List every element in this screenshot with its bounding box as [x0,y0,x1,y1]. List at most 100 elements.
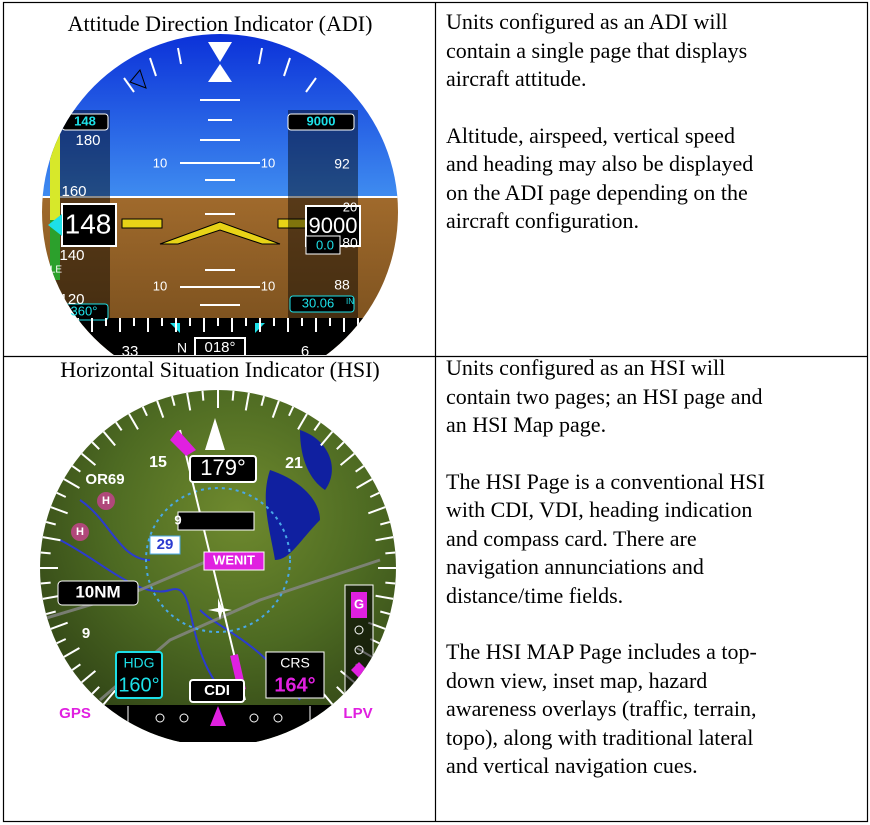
instrument-label: 179° [200,455,246,480]
cell-text: Units configured as an ADI will contain a… [446,8,866,264]
text-line: Altitude, airspeed, vertical speed [446,122,735,148]
text-line: and vertical navigation cues. [446,753,698,778]
instrument-label: 9000 [309,213,358,238]
text-line: Units configured as an HSI will [446,355,726,380]
instrument-label: 9 [82,625,90,642]
compass-tick [141,406,148,417]
compass-tick [56,491,67,498]
paragraph: The HSI MAP Page includes a top-down vie… [446,638,866,781]
instrument-label: H [102,495,110,507]
compass-tick [380,610,391,616]
instrument-label: 140 [59,247,84,264]
compass-tick [42,594,61,600]
compass-tick [115,421,123,431]
compass-tick [375,536,394,542]
instrument-label: 164° [274,674,315,696]
text-line: aircraft configuration. [446,208,640,233]
compass-tick [385,551,396,555]
instrument-label: G [354,596,364,611]
instrument-label: CDI [204,682,230,699]
instrument-label: LE [50,265,63,276]
compass-tick [156,400,165,418]
compass-tick [128,413,139,430]
compass-tick [102,689,116,705]
paragraph: Units configured as an HSI will contain t… [446,354,866,440]
compass-tick [201,390,205,401]
compass-tick [271,400,280,418]
instrument-label: 148 [65,208,112,239]
text-line: Units configured as an ADI will [446,9,728,34]
instrument-label: 10 [153,278,167,293]
instrument-label: 30.06 [302,295,335,310]
text-line: contain a single page that displays [446,37,748,63]
compass-tick [231,390,235,401]
instrument-label: 10 [261,155,275,170]
compass-tick [45,520,56,526]
text-line: navigation annunciations and [446,554,704,579]
instrument-label: 160 [61,183,86,200]
paragraph: The HSI Page is a conventional HSI with C… [446,468,866,611]
instrument-label: 180 [75,132,100,149]
compass-tick [355,465,365,473]
compass-tick [313,421,321,431]
instrument-label: CRS [280,655,310,671]
text-line: and heading may also be displayed [446,151,754,176]
instrument-label: 21 [285,455,303,472]
compass-tick [339,452,355,466]
instrument-label: 148 [74,113,96,128]
compass-tick [40,551,51,555]
compass-tick [288,406,295,417]
compass-tick [102,431,116,447]
compass-tick [81,452,97,466]
compass-tick [50,621,68,630]
text-line: topo), along with traditional lateral [446,724,754,750]
text-line: and compass card. There are [446,525,697,551]
hsi-instrument [40,390,396,742]
compass-tick [297,413,308,430]
compass-tick [71,465,81,473]
instrument-label: WENIT [213,552,255,567]
compass-tick [244,392,250,411]
paragraph: Altitude, airspeed, vertical speed and he… [446,122,866,236]
compass-tick [336,441,345,450]
compass-tick [375,594,394,600]
instrument-label: GPS [59,705,91,722]
compass-tick [40,581,51,585]
instrument-label: H [76,526,84,538]
compass-tick [260,395,266,406]
compass-tick [336,686,345,695]
instrument-label: 6 [301,343,309,360]
text-line: on the ADI page depending on the [446,179,748,205]
compass-tick [45,610,56,616]
text-line: an HSI Map page. [446,412,607,437]
instrument-label: HDG [123,655,154,671]
instrument-label: 160° [118,674,159,696]
instrument-label: 10 [261,278,275,293]
instrument-label: 0.0 [316,237,334,252]
text-line: down view, inset map, hazard [446,667,708,693]
compass-tick [63,478,80,489]
instrument-label: 15 [149,454,167,471]
instrument-label: RW16R [190,512,242,529]
instrument-label: 92 [334,156,350,172]
compass-tick [81,670,97,684]
text-line: The HSI MAP Page includes a top- [446,639,757,664]
compass-tick [356,478,373,489]
compass-tick [368,506,386,515]
instrument-label: 120 [59,291,84,308]
text-line: The HSI Page is a conventional HSI [446,468,765,494]
compass-tick [50,506,68,515]
text-line: contain two pages; an HSI page and [446,383,763,409]
instrument-label: LPV [343,705,372,722]
text-line: with CDI, VDI, heading indication [446,497,753,522]
instrument-label: OR69 [85,471,124,488]
compass-tick [369,491,380,498]
compass-tick [385,581,396,585]
instrument-label: IN [346,297,354,306]
cell-text: Units configured as an HSI will contain t… [446,354,866,809]
instrument-label: 9 [174,512,181,527]
instrument-label: 9000 [307,113,336,128]
instrument-label: 80 [342,235,358,251]
